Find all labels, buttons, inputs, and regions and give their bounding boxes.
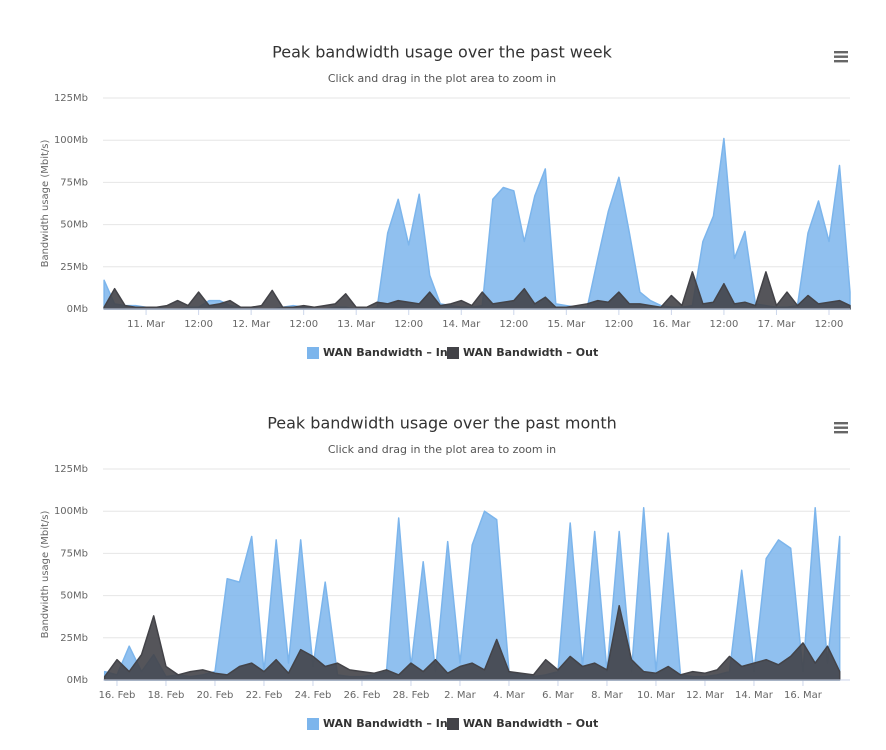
legend-item[interactable]: WAN Bandwidth – In xyxy=(307,717,448,730)
x-tick-label: 12. Mar xyxy=(686,690,725,701)
x-tick-label: 10. Mar xyxy=(637,690,676,701)
y-tick-label: 50Mb xyxy=(60,220,88,231)
legend-swatch xyxy=(307,347,319,359)
x-tick-label: 16. Feb xyxy=(99,690,136,701)
x-tick-label: 28. Feb xyxy=(393,690,430,701)
x-tick-label: 12:00 xyxy=(394,319,423,330)
x-tick-label: 15. Mar xyxy=(547,319,586,330)
legend-item[interactable]: WAN Bandwidth – Out xyxy=(447,346,598,359)
legend-item[interactable]: WAN Bandwidth – In xyxy=(307,346,448,359)
area-series xyxy=(103,507,841,681)
area-series xyxy=(103,137,851,310)
y-tick-label: 125Mb xyxy=(54,464,88,475)
chart: Peak bandwidth usage over the past month… xyxy=(40,414,850,730)
x-tick-label: 16. Mar xyxy=(784,690,823,701)
area-series xyxy=(103,271,851,310)
menu-icon[interactable] xyxy=(834,422,848,434)
y-tick-label: 100Mb xyxy=(54,135,88,146)
area-series xyxy=(103,604,841,681)
y-tick-label: 25Mb xyxy=(60,633,88,644)
legend-item[interactable]: WAN Bandwidth – Out xyxy=(447,717,598,730)
legend-label: WAN Bandwidth – Out xyxy=(463,717,598,730)
y-tick-label: 25Mb xyxy=(60,262,88,273)
y-tick-label: 0Mb xyxy=(67,675,88,686)
chart-title: Peak bandwidth usage over the past month xyxy=(267,414,617,433)
x-tick-label: 20. Feb xyxy=(197,690,234,701)
x-tick-label: 2. Mar xyxy=(444,690,476,701)
x-tick-label: 4. Mar xyxy=(493,690,525,701)
menu-bar xyxy=(834,426,848,429)
legend-swatch xyxy=(447,347,459,359)
x-tick-label: 13. Mar xyxy=(337,319,376,330)
x-tick-label: 22. Feb xyxy=(246,690,283,701)
menu-icon[interactable] xyxy=(834,51,848,63)
legend-label: WAN Bandwidth – In xyxy=(323,346,448,359)
x-tick-label: 11. Mar xyxy=(127,319,166,330)
chart-subtitle: Click and drag in the plot area to zoom … xyxy=(328,443,556,456)
x-tick-label: 12:00 xyxy=(815,319,844,330)
chart-title: Peak bandwidth usage over the past week xyxy=(272,43,612,62)
x-tick-label: 12:00 xyxy=(604,319,633,330)
x-tick-label: 12. Mar xyxy=(232,319,271,330)
legend-swatch xyxy=(447,718,459,730)
x-tick-label: 12:00 xyxy=(710,319,739,330)
y-tick-label: 0Mb xyxy=(67,304,88,315)
y-tick-label: 100Mb xyxy=(54,506,88,517)
y-axis-label: Bandwidth usage (Mbit/s) xyxy=(40,139,51,267)
x-tick-label: 12:00 xyxy=(499,319,528,330)
x-tick-label: 14. Mar xyxy=(442,319,481,330)
menu-bar xyxy=(834,422,848,425)
legend-swatch xyxy=(307,718,319,730)
menu-bar xyxy=(834,55,848,58)
y-axis-label: Bandwidth usage (Mbit/s) xyxy=(40,510,51,638)
x-tick-label: 16. Mar xyxy=(652,319,691,330)
menu-bar xyxy=(834,431,848,434)
y-tick-label: 75Mb xyxy=(60,177,88,188)
x-tick-label: 18. Feb xyxy=(148,690,185,701)
legend-label: WAN Bandwidth – In xyxy=(323,717,448,730)
x-tick-label: 12:00 xyxy=(289,319,318,330)
menu-bar xyxy=(834,51,848,54)
x-tick-label: 26. Feb xyxy=(344,690,381,701)
x-tick-label: 17. Mar xyxy=(757,319,796,330)
y-tick-label: 125Mb xyxy=(54,93,88,104)
x-tick-label: 14. Mar xyxy=(735,690,774,701)
x-tick-label: 24. Feb xyxy=(295,690,332,701)
menu-bar xyxy=(834,60,848,63)
x-tick-label: 6. Mar xyxy=(542,690,574,701)
x-tick-label: 12:00 xyxy=(184,319,213,330)
legend-label: WAN Bandwidth – Out xyxy=(463,346,598,359)
y-tick-label: 50Mb xyxy=(60,591,88,602)
y-tick-label: 75Mb xyxy=(60,548,88,559)
chart-subtitle: Click and drag in the plot area to zoom … xyxy=(328,72,556,85)
x-tick-label: 8. Mar xyxy=(591,690,623,701)
chart: Peak bandwidth usage over the past week C… xyxy=(40,43,851,359)
